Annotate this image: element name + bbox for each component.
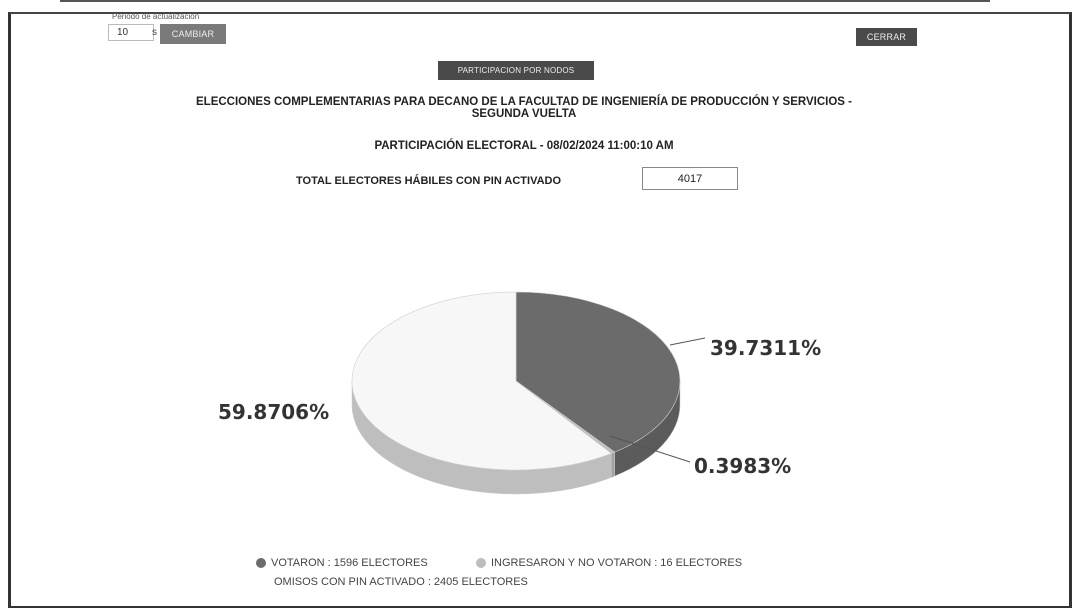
legend-label-omisos: OMISOS CON PIN ACTIVADO : 2405 ELECTORES [274,576,528,588]
page-title: ELECCIONES COMPLEMENTARIAS PARA DECANO D… [120,96,928,120]
refresh-period-label: Periodo de actualización [112,12,200,21]
leader-line-0 [669,337,706,346]
legend-item-ingresaron[interactable]: INGRESARON Y NO VOTARON : 16 ELECTORES [476,557,742,569]
leader-line-1 [609,435,691,463]
slice-label-votaron: 39.7311% [710,336,822,360]
top-border [60,0,990,2]
legend-label-votaron: VOTARON : 1596 ELECTORES [271,557,428,569]
legend-marker-ingresaron [476,558,486,568]
total-electors-value: 4017 [642,167,738,190]
pie-slice-2[interactable] [351,291,612,471]
pie-slice-side-1 [611,451,615,478]
refresh-unit-label: s [152,27,157,38]
change-button[interactable]: CAMBIAR [160,24,226,44]
slice-label-ingresaron: 0.3983% [694,454,792,478]
legend-marker-votaron [256,558,266,568]
slice-label-omisos: 59.8706% [218,400,330,424]
pie-slice-0[interactable] [515,291,681,453]
legend-item-omisos[interactable]: OMISOS CON PIN ACTIVADO : 2405 ELECTORES [274,576,528,588]
total-electors-label: TOTAL ELECTORES HÁBILES CON PIN ACTIVADO [296,175,562,187]
close-button[interactable]: CERRAR [856,28,917,46]
legend-item-votaron[interactable]: VOTARON : 1596 ELECTORES [256,557,428,569]
legend-label-ingresaron: INGRESARON Y NO VOTARON : 16 ELECTORES [491,557,743,569]
participation-subtitle: PARTICIPACIÓN ELECTORAL - 08/02/2024 11:… [374,140,674,152]
participation-by-nodes-button[interactable]: PARTICIPACION POR NODOS [438,61,594,80]
title-line-2: SEGUNDA VUELTA [471,108,577,120]
refresh-period-input[interactable] [108,24,154,41]
title-line-1: ELECCIONES COMPLEMENTARIAS PARA DECANO D… [196,96,852,108]
